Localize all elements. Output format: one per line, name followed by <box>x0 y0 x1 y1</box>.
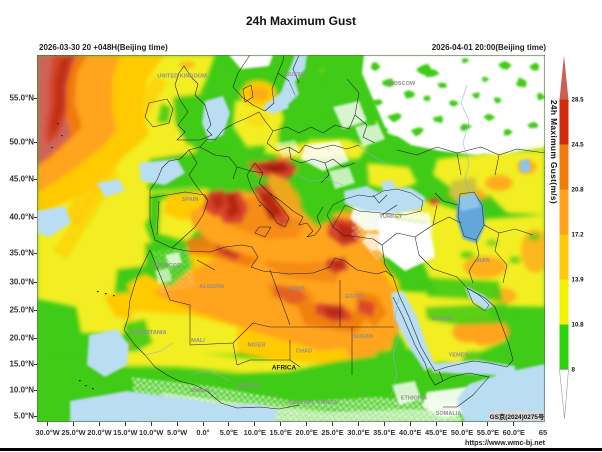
svg-text:EGYPT: EGYPT <box>346 294 366 300</box>
svg-text:10.8: 10.8 <box>572 322 585 329</box>
svg-text:RUSSIA: RUSSIA <box>285 72 306 78</box>
svg-text:CHAD: CHAD <box>296 349 312 355</box>
svg-text:IRAN: IRAN <box>476 258 490 264</box>
svg-text:ARABIA: ARABIA <box>432 317 454 323</box>
svg-text:28.5: 28.5 <box>572 97 585 104</box>
svg-text:YEMEN: YEMEN <box>449 353 469 359</box>
svg-text:24.5: 24.5 <box>572 142 585 149</box>
svg-text:MAURITANIA: MAURITANIA <box>131 330 166 336</box>
svg-text:SPAIN: SPAIN <box>182 197 199 203</box>
svg-text:CENTRAL AFRICA: CENTRAL AFRICA <box>288 400 337 406</box>
svg-text:24h Maximum Gust(m/s): 24h Maximum Gust(m/s) <box>549 100 559 204</box>
svg-text:UNITED KINGDOM: UNITED KINGDOM <box>157 74 207 80</box>
svg-text:NIGERIA: NIGERIA <box>236 383 259 389</box>
svg-text:ALGERIA: ALGERIA <box>199 284 224 290</box>
svg-text:ETHIOPIA: ETHIOPIA <box>401 396 427 402</box>
svg-text:LIBYA: LIBYA <box>289 286 305 292</box>
svg-text:17.2: 17.2 <box>572 232 585 239</box>
svg-text:8: 8 <box>572 367 576 374</box>
svg-text:TURKEY: TURKEY <box>380 214 403 220</box>
svg-text:MOROCCO: MOROCCO <box>151 263 181 269</box>
svg-text:AFRICA: AFRICA <box>272 365 297 372</box>
svg-text:GHANA: GHANA <box>190 388 211 394</box>
svg-text:20.8: 20.8 <box>572 187 585 194</box>
svg-text:MALI: MALI <box>191 338 205 344</box>
svg-text:SUDAN: SUDAN <box>353 334 373 340</box>
svg-text:MOSCOW: MOSCOW <box>389 81 416 87</box>
svg-text:SOMALIA: SOMALIA <box>436 411 462 417</box>
svg-text:GS京(2024)0275号: GS京(2024)0275号 <box>490 412 545 421</box>
svg-text:13.9: 13.9 <box>572 277 585 284</box>
svg-text:NIGER: NIGER <box>248 343 266 349</box>
